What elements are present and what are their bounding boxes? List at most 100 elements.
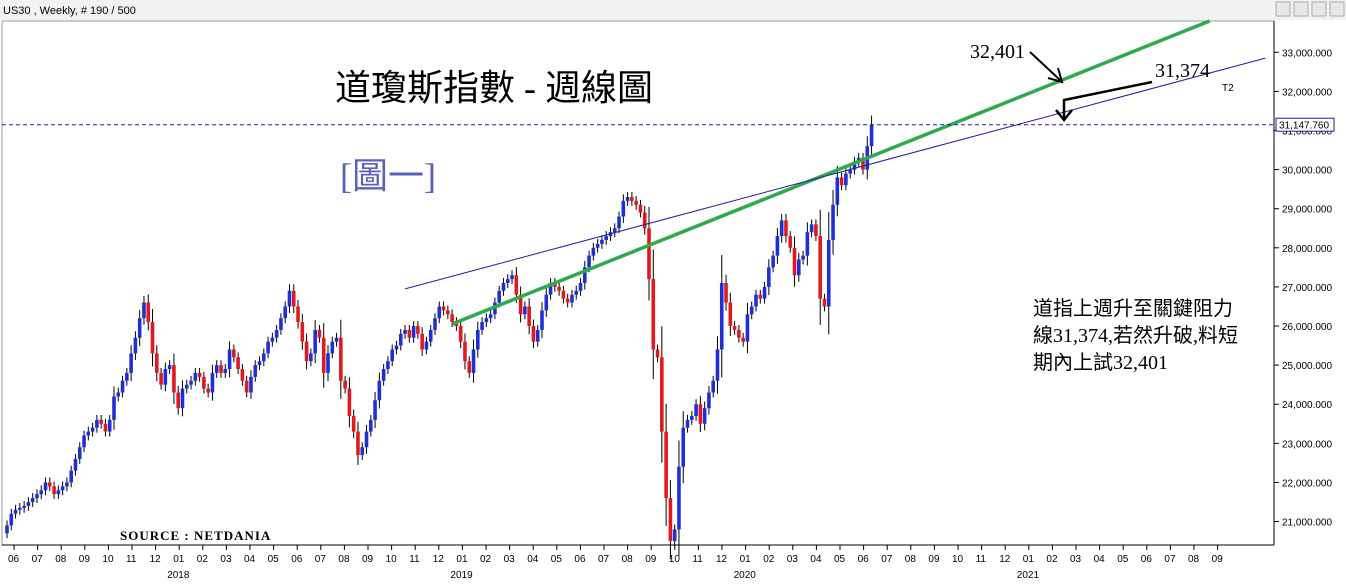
candle-body	[398, 333, 403, 346]
candle-body	[99, 419, 103, 424]
x-tick-label: 08	[622, 554, 634, 565]
x-tick-label: 03	[787, 554, 799, 565]
candle-body	[244, 380, 249, 393]
candle-body	[625, 196, 630, 201]
figure-label: [圖一]	[340, 156, 436, 196]
settings-icon[interactable]	[1293, 1, 1309, 17]
candle-body	[219, 365, 223, 373]
x-year-label: 2021	[1017, 570, 1040, 581]
candle-body	[702, 408, 707, 424]
candle-body	[814, 224, 818, 237]
candle-body	[630, 196, 634, 201]
candle-body	[741, 337, 745, 342]
arrow-lower	[1055, 80, 1153, 123]
candle-body	[339, 337, 343, 381]
candle-body	[60, 486, 65, 491]
candle-body	[5, 525, 9, 534]
candle-body	[69, 470, 73, 483]
y-tick-label: 22,000.000	[1282, 478, 1332, 489]
candle-body	[65, 482, 69, 487]
candle-body	[535, 329, 540, 342]
candle-body	[232, 349, 236, 358]
candle-body	[754, 294, 758, 307]
trendlines	[404, 19, 1266, 326]
current-price-marker: 31,147.760	[2, 117, 1335, 132]
candle-body	[394, 345, 399, 350]
candle-body	[172, 365, 176, 393]
candle-body	[471, 349, 476, 373]
y-tick-label: 23,000.000	[1282, 439, 1332, 450]
target-lower-label: 31,374	[1155, 60, 1210, 82]
candle-body	[304, 341, 309, 362]
candle-body	[437, 306, 442, 319]
candle-body	[317, 329, 322, 338]
candle-body	[424, 341, 429, 350]
candle-body	[283, 306, 287, 319]
candle-body	[334, 337, 339, 342]
candle-body	[35, 494, 39, 499]
x-tick-label: 09	[79, 554, 91, 565]
candle-body	[193, 372, 198, 381]
candle-body	[574, 290, 579, 295]
candle-body	[732, 326, 737, 330]
candle-body	[681, 427, 686, 467]
candle-body	[133, 337, 138, 354]
candle-body	[784, 220, 788, 237]
x-tick-label: 10	[102, 554, 114, 565]
candle-body	[167, 365, 172, 370]
candle-body	[797, 259, 801, 276]
candle-body	[548, 283, 553, 295]
candle-body	[792, 247, 797, 276]
x-tick-label: 07	[881, 554, 893, 565]
candle-body	[428, 329, 433, 342]
x-tick-label: 05	[834, 554, 846, 565]
x-year-label: 2020	[734, 570, 757, 581]
current-price-label: 31,147.760	[1279, 121, 1329, 132]
candle-body	[22, 505, 26, 508]
candle-body	[270, 337, 275, 342]
candle-body	[369, 419, 373, 432]
x-tick-label: 06	[1141, 554, 1153, 565]
candle-body	[647, 228, 651, 280]
candle-body	[719, 283, 724, 350]
x-tick-label: 11	[692, 554, 703, 565]
x-tick-label: 06	[291, 554, 303, 565]
candle-body	[446, 310, 450, 315]
green-trendline	[451, 19, 1211, 326]
restore-icon[interactable]	[1275, 1, 1291, 17]
x-tick-label: 10	[952, 554, 964, 565]
y-tick-label: 32,000.000	[1282, 87, 1332, 98]
x-tick-label: 12	[150, 554, 162, 565]
candle-body	[56, 490, 61, 495]
candle-body	[48, 482, 52, 487]
candle-body	[257, 361, 262, 366]
candle-body	[287, 290, 292, 307]
candle-body	[163, 369, 168, 385]
candle-body	[497, 290, 501, 303]
candle-body	[488, 314, 493, 319]
candle-body	[514, 275, 519, 295]
candle-body	[321, 337, 326, 373]
candle-body	[852, 161, 857, 170]
window-controls[interactable]	[1275, 1, 1345, 17]
x-tick-label: 01	[740, 554, 752, 565]
x-tick-label: 11	[409, 554, 420, 565]
candle-body	[450, 314, 454, 323]
candle-body	[523, 306, 527, 315]
x-tick-label: 08	[1188, 554, 1200, 565]
x-tick-label: 02	[197, 554, 209, 565]
candle-body	[155, 353, 159, 373]
close-icon[interactable]	[1329, 1, 1345, 17]
minimize-icon[interactable]	[1311, 1, 1327, 17]
candle-body	[527, 306, 531, 327]
candle-body	[655, 349, 660, 358]
candle-body	[202, 376, 206, 389]
candle-body	[262, 353, 266, 362]
candle-body	[505, 279, 510, 283]
candle-body	[476, 329, 480, 350]
note-line-2: 線31,374,若然升破,料短	[1033, 324, 1238, 347]
y-tick-label: 29,000.000	[1282, 205, 1332, 216]
candle-body	[501, 283, 506, 291]
